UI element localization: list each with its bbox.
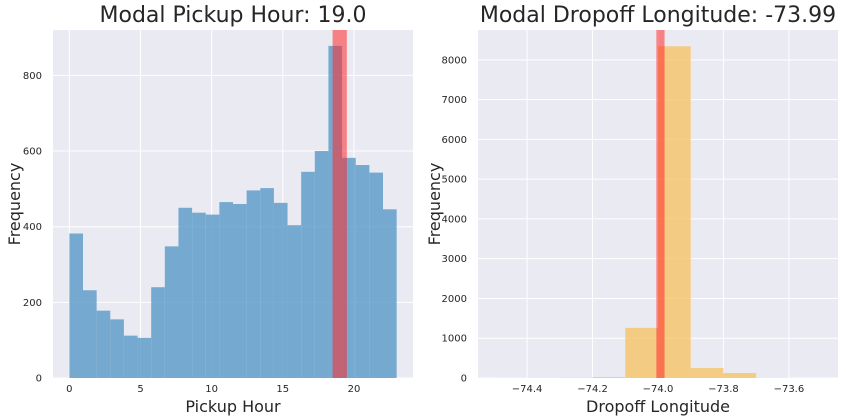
mode-highlight (332, 30, 347, 378)
histogram-bar (260, 188, 274, 378)
x-tick-label: −73.8 (708, 384, 739, 395)
x-tick-label: −73.6 (774, 384, 805, 395)
histogram-bar (723, 373, 757, 378)
histogram-bar (96, 310, 111, 378)
x-tick-label: 15 (276, 384, 289, 395)
x-tick-label: 20 (348, 384, 361, 395)
y-tick-label: 1000 (442, 334, 467, 345)
histogram-bar (123, 335, 138, 378)
x-tick-label: 0 (66, 384, 72, 395)
x-tick-label: 10 (205, 384, 218, 395)
histogram-bar (246, 190, 261, 378)
x-tick-label: −74.0 (643, 384, 674, 395)
y-tick-label: 600 (23, 147, 42, 158)
y-tick-label: 6000 (442, 135, 467, 146)
histogram-bar (369, 172, 384, 378)
histogram-bar (137, 337, 152, 378)
y-tick-label: 7000 (442, 95, 467, 106)
y-tick-label: 8000 (442, 55, 467, 66)
histogram-bar (69, 233, 83, 378)
histogram-bar (592, 377, 626, 378)
histogram-bar (192, 212, 206, 378)
x-tick-label: 5 (137, 384, 143, 395)
x-tick-label: −74.4 (512, 384, 543, 395)
histogram-bar (383, 209, 397, 378)
histogram-bar (314, 151, 329, 378)
histogram-bar (178, 207, 193, 378)
chart-title: Modal Pickup Hour: 19.0 (100, 3, 367, 28)
chart-title: Modal Dropoff Longitude: -73.99 (480, 3, 836, 28)
chart-pickup-hour: 0 5 10 15 20 0 200 400 600 800 Modal Pickup Hour… (5, 3, 413, 416)
histogram-bar (233, 204, 247, 378)
chart-dropoff-longitude: −74.4 −74.2 −74.0 −73.8 −73.6 0 1000 2000 3000 4… (425, 3, 838, 416)
histogram-bar (164, 246, 179, 378)
y-tick-label: 3000 (442, 254, 467, 265)
histogram-bar (205, 214, 220, 378)
mode-highlight (656, 30, 665, 378)
x-axis-label: Pickup Hour (185, 397, 281, 416)
y-tick-label: 0 (36, 374, 42, 385)
mode-band (332, 30, 347, 378)
histogram-bar (273, 202, 288, 378)
y-tick-label: 4000 (442, 214, 467, 225)
y-tick-label: 400 (23, 222, 42, 233)
histogram-bar (82, 290, 97, 378)
y-tick-label: 200 (23, 298, 42, 309)
y-tick-label: 2000 (442, 294, 467, 305)
histogram-bar (287, 225, 302, 378)
x-axis-label: Dropoff Longitude (586, 397, 730, 416)
mode-band (656, 30, 665, 378)
y-tick-labels: 0 200 400 600 800 (23, 71, 42, 385)
y-tick-label: 0 (461, 374, 467, 385)
y-tick-label: 5000 (442, 175, 467, 186)
histogram-bar (355, 165, 370, 378)
histogram-bar (625, 327, 658, 378)
x-tick-label: −74.2 (577, 384, 608, 395)
y-tick-labels: 0 1000 2000 3000 4000 5000 6000 7000 8000 (442, 55, 467, 384)
histogram-bar (110, 319, 124, 378)
histogram-bar (219, 202, 233, 378)
x-tick-labels: 0 5 10 15 20 (66, 384, 360, 395)
x-tick-labels: −74.4 −74.2 −74.0 −73.8 −73.6 (512, 384, 804, 395)
histogram-bar (690, 368, 724, 378)
histogram-bar (301, 171, 315, 378)
y-axis-label: Frequency (5, 163, 24, 246)
y-tick-label: 800 (23, 71, 42, 82)
y-axis-label: Frequency (425, 163, 444, 246)
histogram-bar (151, 287, 165, 378)
